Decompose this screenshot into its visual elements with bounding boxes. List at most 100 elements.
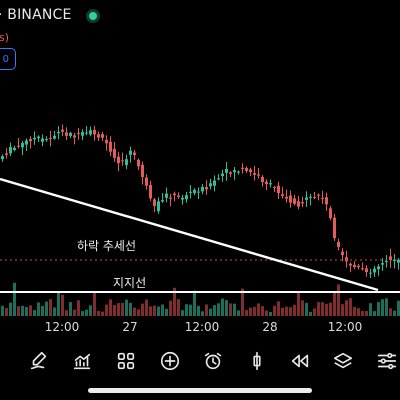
- volume-bar: [241, 288, 244, 316]
- volume-bar: [333, 291, 336, 316]
- time-axis: 12:00 27 12:00 28 12:00: [0, 318, 400, 336]
- candle-body: [361, 268, 364, 270]
- candle-body: [181, 197, 184, 200]
- candle-body: [25, 140, 28, 145]
- settings-button[interactable]: [372, 346, 400, 376]
- add-button[interactable]: [155, 346, 185, 376]
- candle-body: [269, 183, 272, 185]
- candle-body: [77, 132, 80, 134]
- volume-bar: [317, 302, 320, 316]
- volume-bar: [1, 305, 4, 316]
- home-indicator[interactable]: [88, 388, 312, 393]
- candle-body: [369, 272, 372, 274]
- candle-body: [45, 139, 48, 141]
- volume-bar: [105, 304, 108, 316]
- candle-body: [365, 268, 368, 273]
- candle-body: [385, 261, 388, 263]
- candle-body: [129, 150, 132, 155]
- volume-bar: [93, 291, 96, 316]
- volume-bar: [257, 303, 260, 316]
- volume-bar: [293, 304, 296, 316]
- price-tag-button[interactable]: 0: [0, 48, 16, 70]
- candle-body: [313, 197, 316, 199]
- candle-body: [273, 187, 276, 189]
- volume-bar: [361, 311, 364, 316]
- volume-bar: [69, 302, 72, 316]
- price-chart[interactable]: [0, 0, 400, 345]
- volume-bar: [121, 302, 124, 316]
- layout-grid-button[interactable]: [111, 346, 141, 376]
- volume-bar: [173, 287, 176, 316]
- volume-bars: [1, 282, 400, 316]
- candle-body: [21, 142, 24, 148]
- candle-body: [393, 259, 396, 261]
- volume-bar: [13, 282, 16, 316]
- candlestick-icon: [253, 351, 261, 371]
- volume-bar: [273, 305, 276, 316]
- volume-bar: [45, 301, 48, 316]
- time-tick: 12:00: [327, 320, 363, 334]
- candle-body: [229, 172, 232, 174]
- downtrend-label: 하락 추세선: [77, 239, 137, 253]
- object-tree-button[interactable]: [328, 346, 358, 376]
- candle-body: [309, 196, 312, 198]
- candle-body: [237, 171, 240, 173]
- volume-bar: [345, 300, 348, 316]
- candle-body: [9, 147, 12, 154]
- support-label: 지지선: [113, 276, 147, 290]
- volume-bar: [213, 305, 216, 316]
- candle-body: [285, 196, 288, 199]
- candle-body: [245, 167, 248, 171]
- volume-bar: [329, 302, 332, 316]
- candle-body: [173, 193, 176, 196]
- volume-bar: [5, 308, 8, 316]
- candle-body: [37, 136, 40, 139]
- alarm-clock-icon: [204, 352, 222, 370]
- candle-body: [241, 167, 244, 169]
- candle-body: [217, 178, 220, 180]
- candle-body: [293, 198, 296, 204]
- candle-body: [1, 156, 4, 160]
- candle-body: [233, 170, 236, 173]
- subtitle-fragment: s): [0, 31, 10, 44]
- candle-body: [301, 202, 304, 204]
- candle-body: [65, 132, 68, 136]
- settings-sliders-icon: [377, 352, 397, 370]
- alert-button[interactable]: [198, 346, 228, 376]
- volume-bar: [197, 305, 200, 316]
- candle-body: [49, 138, 52, 140]
- volume-bar: [385, 298, 388, 316]
- pen-tool-button[interactable]: [24, 346, 54, 376]
- volume-bar: [65, 310, 68, 316]
- volume-bar: [53, 307, 56, 316]
- candle-body: [69, 133, 72, 136]
- volume-bar: [261, 306, 264, 316]
- candle-body: [213, 180, 216, 186]
- candle-body: [109, 141, 112, 152]
- volume-bar: [17, 306, 20, 316]
- volume-bar: [109, 299, 112, 316]
- candle-body: [57, 131, 60, 134]
- downtrend-line[interactable]: [0, 177, 379, 292]
- volume-bar: [137, 309, 140, 316]
- candle-body: [333, 217, 336, 239]
- indicators-button[interactable]: [67, 346, 97, 376]
- volume-bar: [37, 302, 40, 316]
- candle-body: [325, 197, 328, 205]
- replay-button[interactable]: [285, 346, 315, 376]
- candle-body: [225, 168, 228, 173]
- time-tick: 28: [262, 320, 278, 334]
- volume-bar: [97, 310, 100, 316]
- candle-body: [53, 135, 56, 139]
- volume-bar: [229, 303, 232, 316]
- chart-type-button[interactable]: [242, 346, 272, 376]
- volume-bar: [85, 309, 88, 316]
- candle-body: [157, 201, 160, 212]
- layers-icon: [333, 352, 353, 369]
- candle-body: [189, 191, 192, 193]
- bottom-toolbar: [0, 346, 400, 380]
- volume-bar: [189, 304, 192, 316]
- volume-bar: [201, 311, 204, 316]
- candle-body: [13, 147, 16, 150]
